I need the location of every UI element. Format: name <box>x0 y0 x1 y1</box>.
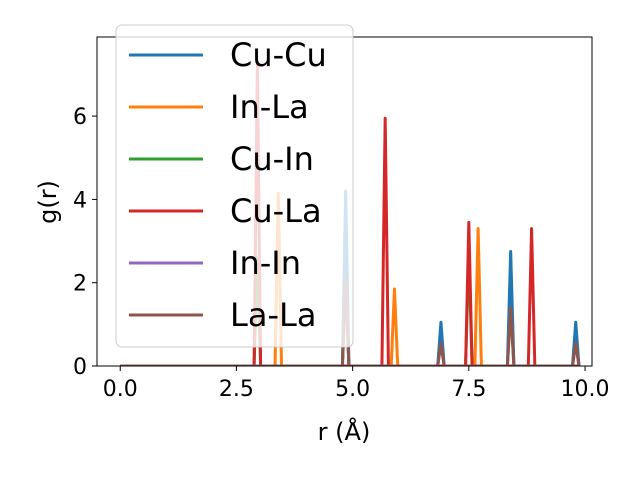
legend-label-la-la: La-La <box>230 296 316 334</box>
y-tick-label: 2 <box>73 272 87 297</box>
y-tick-label: 6 <box>73 105 87 130</box>
legend-label-cu-cu: Cu-Cu <box>230 36 327 74</box>
x-tick-label: 7.5 <box>451 377 486 402</box>
legend-label-cu-in: Cu-In <box>230 140 314 178</box>
legend-label-in-in: In-In <box>230 244 301 282</box>
y-tick-label: 4 <box>73 188 87 213</box>
x-tick-label: 5.0 <box>335 377 370 402</box>
y-axis-label: g(r) <box>34 180 62 224</box>
y-axis-ticks: 0 2 4 6 <box>73 105 97 380</box>
x-tick-label: 0.0 <box>103 377 138 402</box>
legend-label-cu-la: Cu-La <box>230 192 322 230</box>
legend-label-in-la: In-La <box>230 88 309 126</box>
x-tick-label: 10.0 <box>561 377 610 402</box>
legend: Cu-Cu In-La Cu-In Cu-La In-In La-La <box>115 24 354 348</box>
x-axis-ticks: 0.0 2.5 5.0 7.5 10.0 <box>103 366 610 402</box>
y-tick-label: 0 <box>73 355 87 380</box>
x-axis-label: r (Å) <box>318 417 371 446</box>
x-tick-label: 2.5 <box>219 377 254 402</box>
